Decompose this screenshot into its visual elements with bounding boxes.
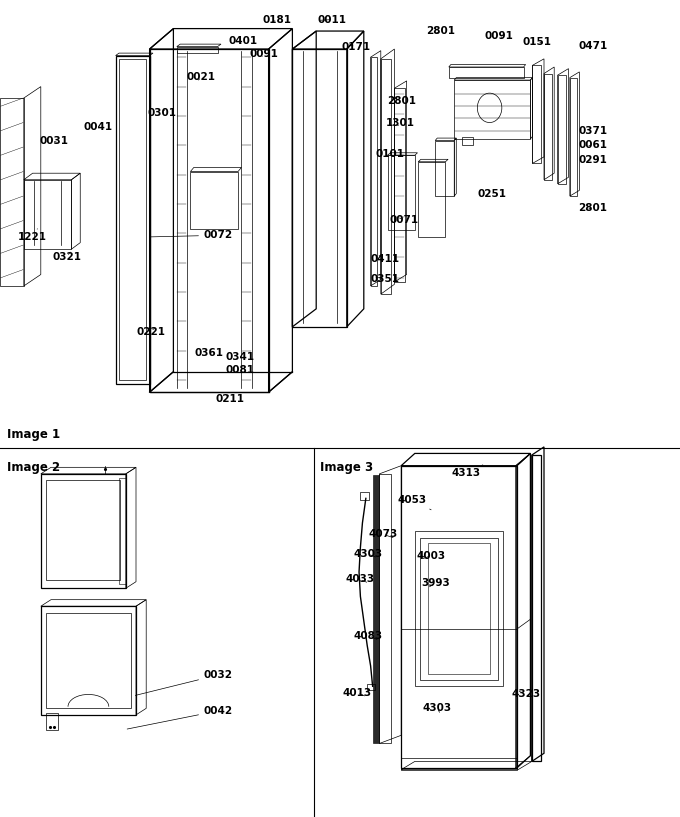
Text: 0361: 0361 [195, 348, 224, 358]
Text: 4303: 4303 [354, 549, 382, 559]
Text: 2801: 2801 [426, 26, 455, 36]
Text: 0041: 0041 [84, 123, 112, 132]
Text: 4083: 4083 [354, 631, 383, 641]
Text: 0181: 0181 [263, 15, 292, 25]
Text: 0321: 0321 [52, 252, 81, 261]
Text: 0301: 0301 [148, 108, 176, 118]
Text: 0351: 0351 [371, 274, 399, 283]
Text: 0021: 0021 [187, 72, 216, 82]
Text: 4033: 4033 [345, 574, 374, 584]
Text: 0411: 0411 [371, 254, 399, 264]
Text: 0032: 0032 [135, 670, 233, 695]
Text: 4313: 4313 [452, 465, 483, 478]
Text: 0081: 0081 [226, 365, 254, 375]
Text: 0471: 0471 [578, 41, 608, 51]
Text: 0371: 0371 [579, 126, 607, 136]
Text: Image 2: Image 2 [7, 461, 60, 474]
Text: 4013: 4013 [343, 688, 371, 698]
Text: 2801: 2801 [579, 203, 607, 213]
Text: 0091: 0091 [250, 49, 278, 59]
Text: 4073: 4073 [368, 529, 398, 539]
Text: 0011: 0011 [318, 15, 346, 25]
Text: 2801: 2801 [388, 96, 416, 106]
Text: 0031: 0031 [40, 136, 69, 146]
Text: 0071: 0071 [390, 215, 418, 225]
Text: 1221: 1221 [18, 229, 47, 242]
Text: Image 3: Image 3 [320, 461, 373, 474]
Text: 0171: 0171 [341, 42, 370, 51]
Text: 0401: 0401 [228, 36, 257, 46]
Polygon shape [373, 475, 379, 743]
Text: 0091: 0091 [484, 31, 513, 41]
Text: Image 1: Image 1 [7, 428, 60, 441]
Text: 4053: 4053 [398, 495, 431, 510]
Text: 0341: 0341 [226, 352, 254, 362]
Text: 0251: 0251 [478, 189, 507, 199]
Text: 0151: 0151 [523, 37, 551, 47]
Text: 0211: 0211 [216, 394, 244, 404]
Text: 0061: 0061 [579, 141, 607, 150]
Text: 3993: 3993 [421, 578, 449, 588]
Text: 1301: 1301 [386, 118, 415, 128]
Text: 4003: 4003 [417, 551, 445, 560]
Text: 0221: 0221 [137, 327, 165, 337]
Text: 0072: 0072 [151, 230, 233, 240]
Text: 4303: 4303 [423, 703, 452, 712]
Text: 0101: 0101 [376, 149, 405, 158]
Text: 0042: 0042 [127, 706, 233, 729]
Text: 0291: 0291 [579, 155, 607, 165]
Text: 4323: 4323 [512, 690, 541, 699]
